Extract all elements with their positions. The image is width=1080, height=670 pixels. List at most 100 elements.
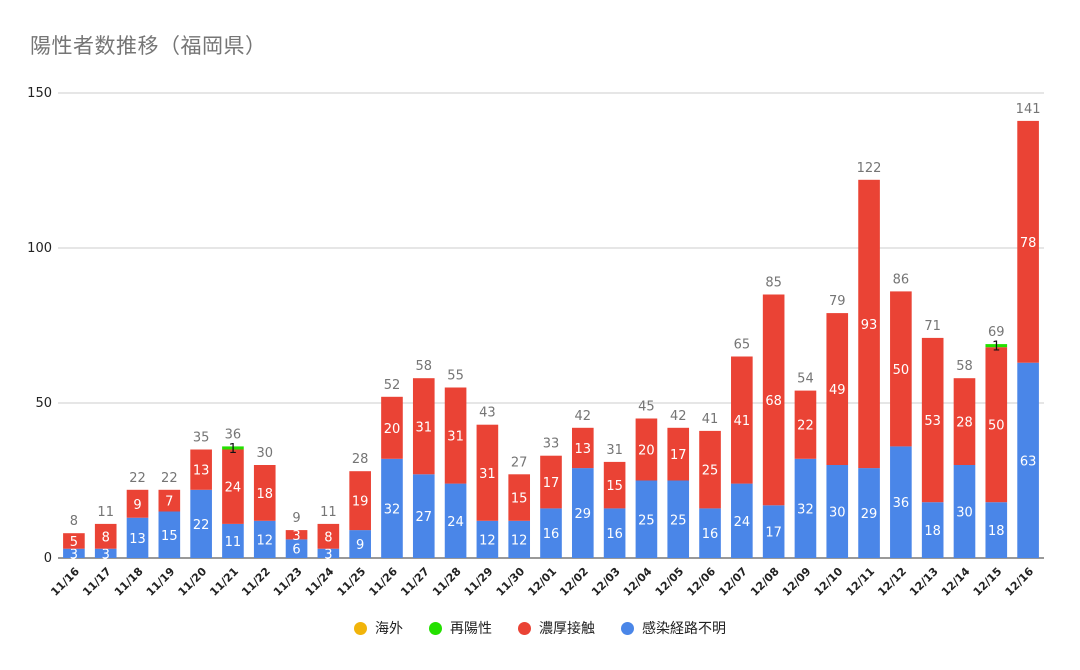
x-tick-label: 11/30 — [494, 565, 528, 599]
total-label: 35 — [193, 431, 210, 446]
data-label: 8 — [324, 530, 332, 545]
bar-segment — [222, 449, 244, 524]
x-tick-label: 12/02 — [557, 565, 591, 599]
data-label: 29 — [575, 507, 592, 522]
data-label: 31 — [479, 467, 496, 482]
bar-segment — [635, 480, 658, 558]
data-label: 16 — [543, 527, 560, 542]
y-tick-label: 100 — [27, 241, 52, 256]
data-label: 3 — [70, 547, 78, 562]
bar-segment — [508, 474, 531, 521]
data-label: 68 — [765, 394, 782, 409]
data-label: 3 — [324, 547, 332, 562]
bar-segment — [476, 520, 499, 558]
bar-segment — [635, 418, 658, 481]
total-label: 28 — [352, 452, 369, 467]
total-label: 122 — [857, 161, 882, 176]
total-label: 58 — [956, 359, 973, 374]
legend-label: 海外 — [375, 621, 403, 637]
data-label: 18 — [256, 487, 273, 502]
bar-segment — [158, 489, 181, 512]
total-label: 36 — [225, 427, 242, 442]
bar-segment — [63, 548, 85, 558]
bar-segment — [858, 179, 880, 469]
total-label: 86 — [893, 272, 910, 287]
bar-segment — [762, 505, 785, 558]
total-label: 71 — [924, 319, 941, 334]
bar-segment — [794, 458, 817, 558]
x-tick-label: 11/18 — [112, 565, 146, 599]
data-label: 22 — [193, 518, 210, 533]
data-label: 32 — [797, 502, 814, 517]
bar-segment — [126, 517, 149, 558]
bar-segment — [190, 489, 212, 558]
data-label: 50 — [893, 363, 910, 378]
total-label: 8 — [70, 514, 78, 529]
x-tick-label: 12/15 — [971, 565, 1005, 599]
bar-segment — [1017, 362, 1039, 558]
data-label: 49 — [829, 383, 846, 398]
bar-segment — [253, 520, 276, 558]
total-label: 45 — [638, 400, 655, 415]
x-tick-label: 12/08 — [748, 565, 782, 599]
bar-segment — [921, 502, 944, 558]
data-label: 25 — [638, 513, 655, 528]
x-tick-label: 11/26 — [366, 565, 400, 599]
legend-swatch — [621, 621, 634, 635]
y-tick-label: 50 — [35, 396, 52, 411]
bar-segment — [285, 530, 308, 540]
bar-segment — [762, 294, 785, 506]
data-label: 53 — [924, 414, 941, 429]
data-label: 9 — [133, 498, 141, 513]
data-label: 29 — [861, 507, 878, 522]
x-tick-label: 12/07 — [716, 565, 750, 599]
data-label: 22 — [797, 419, 814, 434]
x-tick-label: 11/22 — [239, 565, 273, 599]
legend-item: 海外 — [354, 618, 403, 638]
data-label: 15 — [161, 529, 178, 544]
total-label: 11 — [97, 505, 114, 520]
data-label: 3 — [102, 547, 110, 562]
y-tick-label: 150 — [27, 86, 52, 101]
bar-segment — [190, 449, 212, 490]
total-label: 43 — [479, 406, 496, 421]
x-tick-label: 12/10 — [812, 565, 846, 599]
bar-segment — [826, 465, 849, 558]
x-tick-label: 11/17 — [80, 565, 114, 599]
legend-item: 再陽性 — [429, 618, 492, 638]
total-label: 41 — [702, 412, 719, 427]
bar-segment — [571, 427, 594, 469]
x-tick-label: 11/19 — [144, 565, 178, 599]
data-label: 36 — [893, 496, 910, 511]
data-label: 15 — [606, 479, 623, 494]
bar-segment — [667, 427, 690, 481]
bar-segment — [222, 446, 244, 450]
data-label: 12 — [479, 533, 496, 548]
bar-segment — [63, 533, 85, 549]
x-tick-label: 12/03 — [589, 565, 623, 599]
legend-label: 濃厚接触 — [539, 621, 595, 637]
bar-segment — [953, 465, 976, 558]
x-tick-label: 12/16 — [1003, 565, 1037, 599]
x-tick-label: 11/27 — [398, 565, 432, 599]
total-label: 69 — [988, 325, 1005, 340]
total-label: 9 — [292, 511, 300, 526]
bar-segment — [158, 511, 181, 558]
x-tick-label: 12/11 — [843, 565, 877, 599]
bar-segment — [826, 313, 849, 465]
x-tick-label: 12/04 — [621, 565, 655, 599]
total-label: 65 — [734, 338, 751, 353]
total-label: 22 — [129, 471, 146, 486]
data-label: 41 — [734, 414, 751, 429]
total-label: 27 — [511, 455, 528, 470]
data-label: 11 — [225, 535, 242, 550]
chart-title: 陽性者数推移（福岡県） — [30, 34, 267, 58]
bar-segment — [540, 455, 562, 509]
total-label: 11 — [320, 505, 337, 520]
x-tick-label: 11/21 — [207, 565, 241, 599]
bar-segment — [667, 480, 690, 558]
data-label: 5 — [70, 535, 78, 550]
x-tick-label: 12/09 — [780, 565, 814, 599]
data-label: 17 — [670, 448, 687, 463]
